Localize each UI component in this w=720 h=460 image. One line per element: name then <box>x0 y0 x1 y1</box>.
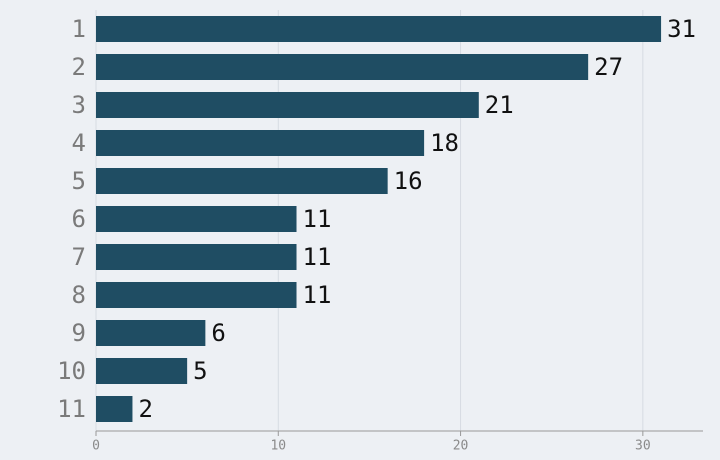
value-label: 31 <box>667 15 696 43</box>
y-tick-label: 10 <box>57 357 86 385</box>
y-tick-label: 4 <box>72 129 86 157</box>
x-tick-label: 10 <box>270 439 286 454</box>
value-label: 11 <box>303 281 332 309</box>
bar <box>96 396 133 422</box>
bar <box>96 92 479 118</box>
y-tick-label: 3 <box>72 91 86 119</box>
value-label: 11 <box>303 243 332 271</box>
y-tick-label: 11 <box>57 395 86 423</box>
value-label: 2 <box>138 395 152 423</box>
bar <box>96 130 425 156</box>
y-tick-label: 6 <box>72 205 86 233</box>
bar <box>96 320 206 346</box>
value-label: 21 <box>485 91 514 119</box>
value-label: 6 <box>211 319 225 347</box>
x-tick-label: 30 <box>635 439 651 454</box>
y-tick-label: 9 <box>72 319 86 347</box>
x-tick-label: 20 <box>453 439 469 454</box>
y-tick-label: 5 <box>72 167 86 195</box>
bar <box>96 54 589 80</box>
y-tick-label: 2 <box>72 53 86 81</box>
bar <box>96 16 662 42</box>
value-label: 16 <box>394 167 423 195</box>
bar <box>96 206 297 232</box>
y-tick-label: 8 <box>72 281 86 309</box>
x-tick-label: 0 <box>92 439 100 454</box>
bar <box>96 282 297 308</box>
bar <box>96 168 388 194</box>
y-tick-label: 7 <box>72 243 86 271</box>
y-tick-label: 1 <box>72 15 86 43</box>
value-label: 11 <box>303 205 332 233</box>
value-label: 5 <box>193 357 207 385</box>
value-label: 18 <box>430 129 459 157</box>
value-label: 27 <box>594 53 623 81</box>
bar <box>96 244 297 270</box>
bar <box>96 358 188 384</box>
